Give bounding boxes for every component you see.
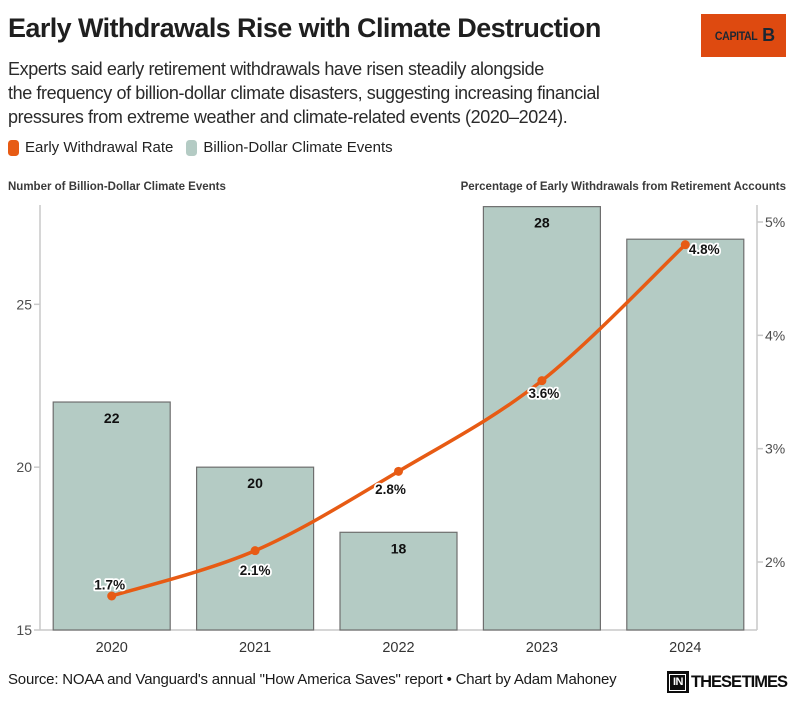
withdrawal-rate-swatch-icon	[8, 139, 19, 156]
page-title: Early Withdrawals Rise with Climate Dest…	[8, 13, 601, 43]
capital-b-logo-letter: B	[762, 25, 776, 45]
line-point-2023	[537, 376, 547, 386]
chart-canvas: 15 20 25 2% 3% 4% 5% 22 20 18 28 1.7% 2.1% 2.8% 3.6% 4.…	[16, 205, 785, 656]
chart-legend: Early Withdrawal Rate Billion-Dollar Cli…	[8, 139, 393, 156]
bar-label-2020: 22	[104, 410, 120, 426]
x-tick-label-2020: 2020	[96, 640, 128, 656]
right-tick-label: 3%	[765, 441, 785, 457]
bar-2023	[482, 206, 601, 631]
line-label-2021: 2.1%	[240, 563, 271, 578]
line-point-2024	[680, 240, 690, 250]
right-tick-label: 2%	[765, 554, 785, 570]
line-label-2024: 4.8%	[689, 242, 720, 257]
bar-label-2021: 20	[247, 475, 263, 491]
itt-logo-in-box: IN	[666, 671, 689, 693]
line-label-2020: 1.7%	[94, 578, 125, 593]
source-note: Source: NOAA and Vanguard's annual "How …	[8, 671, 617, 688]
itt-logo-text: THESE TIMES	[690, 672, 788, 691]
chart-subtitle: Experts said early retirement withdrawal…	[8, 59, 600, 127]
right-tick-label: 5%	[765, 214, 785, 230]
line-point-2022	[394, 466, 403, 476]
capital-b-logo: CAPITAL B	[701, 14, 786, 57]
x-tick-label-2023: 2023	[526, 640, 558, 656]
left-tick-label: 15	[16, 622, 32, 638]
line-label-2022: 2.8%	[375, 482, 406, 497]
line-point-2021	[250, 546, 260, 556]
in-these-times-logo: IN THESE TIMES	[666, 671, 788, 693]
legend-label: Early Withdrawal Rate	[25, 139, 174, 156]
left-tick-label: 20	[16, 459, 32, 475]
x-tick-label-2024: 2024	[669, 640, 701, 656]
right-tick-label: 4%	[765, 327, 785, 343]
legend-item-withdrawal-rate: Early Withdrawal Rate	[8, 139, 173, 156]
itt-logo-in-text: IN	[669, 673, 687, 691]
legend-item-climate-events: Billion-Dollar Climate Events	[186, 139, 393, 156]
legend-label: Billion-Dollar Climate Events	[203, 139, 393, 156]
line-point-2020	[107, 591, 117, 601]
x-tick-label-2022: 2022	[382, 640, 414, 656]
bar-2024	[626, 238, 745, 631]
left-axis-title: Number of Billion-Dollar Climate Events	[8, 181, 226, 193]
bar-2022	[339, 531, 458, 631]
bar-label-2022: 18	[391, 540, 407, 556]
line-label-2023: 3.6%	[529, 386, 560, 401]
climate-events-swatch-icon	[186, 139, 198, 156]
x-tick-label-2021: 2021	[239, 640, 271, 656]
bar-label-2023: 28	[534, 215, 550, 231]
right-axis-title: Percentage of Early Withdrawals from Ret…	[460, 181, 786, 193]
capital-b-logo-word: CAPITAL	[714, 28, 758, 43]
left-tick-label: 25	[16, 296, 32, 312]
withdrawal-rate-line	[109, 242, 688, 598]
